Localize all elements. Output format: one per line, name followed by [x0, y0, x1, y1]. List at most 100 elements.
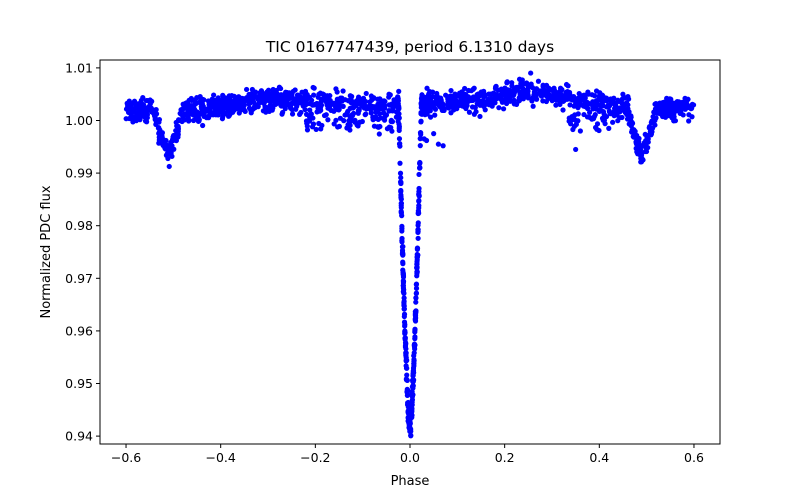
data-point [304, 91, 310, 98]
data-point [600, 93, 606, 99]
data-point [575, 111, 581, 117]
data-point [413, 295, 419, 301]
data-point [560, 107, 566, 113]
data-point [249, 86, 255, 93]
data-point [402, 323, 408, 329]
data-point [395, 101, 401, 107]
data-point [333, 117, 339, 123]
data-point [217, 101, 223, 107]
data-point [377, 123, 383, 130]
data-point [513, 101, 520, 107]
data-point [405, 404, 411, 410]
data-point [414, 273, 420, 279]
data-point [416, 193, 422, 199]
data-point [215, 105, 222, 112]
data-point [534, 96, 540, 102]
data-point [423, 137, 430, 144]
data-point [507, 88, 514, 94]
data-point [611, 95, 617, 101]
data-point [400, 251, 406, 258]
data-point [474, 95, 480, 101]
y-tick-label: 0.99 [65, 166, 93, 181]
data-point [615, 118, 621, 124]
data-point [606, 108, 612, 114]
data-point [361, 105, 367, 111]
data-point [596, 93, 602, 100]
data-point [200, 122, 206, 129]
data-point [382, 105, 388, 111]
data-point [182, 100, 188, 107]
data-point [418, 109, 424, 116]
data-point [276, 84, 282, 90]
data-point [493, 84, 499, 90]
data-point [501, 90, 507, 96]
data-point [413, 299, 419, 305]
data-point [398, 200, 404, 206]
data-point [658, 104, 664, 110]
data-point [219, 116, 226, 122]
data-point [180, 106, 186, 113]
data-point [603, 95, 610, 101]
data-point [659, 113, 666, 120]
data-point [619, 100, 625, 106]
data-point [545, 86, 552, 93]
data-point [645, 139, 651, 145]
data-point [648, 126, 654, 133]
data-point [318, 126, 324, 132]
data-point [137, 117, 143, 123]
data-point [134, 103, 140, 109]
data-point [409, 389, 415, 395]
data-point [404, 372, 410, 378]
data-point [530, 103, 536, 109]
data-point [412, 329, 418, 335]
data-point [399, 223, 405, 229]
data-point [152, 116, 158, 123]
data-point [235, 97, 241, 103]
data-point [303, 118, 310, 124]
data-point [363, 90, 369, 97]
data-point [415, 210, 422, 216]
data-point [549, 92, 555, 99]
data-point [652, 110, 659, 116]
data-point [350, 105, 356, 111]
data-point [631, 134, 637, 140]
data-point [686, 118, 692, 124]
data-point [587, 114, 593, 121]
data-point [290, 88, 296, 95]
data-point [634, 148, 641, 154]
data-point [397, 179, 404, 185]
data-point [371, 123, 378, 129]
data-point [405, 408, 411, 414]
data-point [377, 96, 383, 102]
data-point [489, 103, 495, 109]
data-point [477, 113, 483, 120]
data-point [419, 98, 425, 104]
data-point [625, 93, 631, 100]
data-point [577, 128, 583, 134]
data-point [390, 105, 396, 111]
data-point [274, 91, 280, 98]
data-point [594, 121, 601, 127]
data-point [435, 141, 441, 147]
data-point [396, 125, 402, 131]
y-tick-label: 0.98 [65, 218, 93, 233]
y-tick-label: 0.96 [65, 323, 93, 338]
data-point [125, 106, 131, 112]
data-point [340, 88, 346, 94]
data-point [414, 269, 420, 275]
data-point [409, 399, 415, 405]
data-point [611, 101, 617, 107]
data-point [200, 110, 207, 116]
data-point [142, 118, 149, 124]
data-point [323, 112, 329, 118]
data-point [434, 100, 440, 106]
data-point [606, 104, 612, 110]
data-point [413, 290, 419, 297]
data-point [489, 96, 496, 102]
data-point [518, 90, 524, 96]
data-point [243, 96, 249, 102]
data-point [312, 102, 318, 108]
data-point [175, 131, 181, 138]
data-point [348, 117, 354, 123]
data-point [415, 235, 421, 241]
